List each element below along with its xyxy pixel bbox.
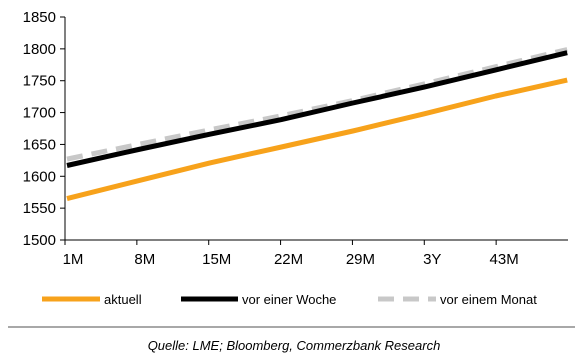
axes: [64, 17, 568, 241]
x-tick-label: 43M: [490, 251, 519, 268]
y-tick-label: 1500: [23, 232, 56, 249]
x-tick-label: 8M: [134, 251, 155, 268]
y-tick-label: 1650: [23, 136, 56, 153]
y-tick-label: 1700: [23, 105, 56, 122]
legend-label-1: vor einer Woche: [242, 292, 336, 307]
x-tick-label: 1M: [63, 251, 84, 268]
y-tick-label: 1850: [23, 9, 56, 26]
y-axis-ticks: 1500 1550 1600 1650 1700 1750 1800 1850: [23, 9, 65, 249]
legend-label-2: vor einem Monat: [440, 292, 537, 307]
y-tick-label: 1750: [23, 73, 56, 90]
series-line-0: [66, 77, 568, 202]
x-axis-ticks: 1M 8M 15M 22M 29M 3Y 43M: [63, 240, 519, 268]
x-tick-label: 15M: [202, 251, 231, 268]
y-tick-label: 1550: [23, 200, 56, 217]
series-lines: [66, 47, 568, 202]
series-line-2: [66, 47, 568, 162]
x-tick-label: 22M: [274, 251, 303, 268]
x-tick-label: 3Y: [423, 251, 441, 268]
legend-label-0: aktuell: [104, 292, 142, 307]
y-tick-label: 1800: [23, 41, 56, 58]
legend: aktuell vor einer Woche vor einem Monat: [42, 292, 537, 307]
x-tick-label: 29M: [346, 251, 375, 268]
series-line-1: [66, 50, 568, 168]
source-note: Quelle: LME; Bloomberg, Commerzbank Rese…: [148, 338, 441, 353]
y-tick-label: 1600: [23, 168, 56, 185]
